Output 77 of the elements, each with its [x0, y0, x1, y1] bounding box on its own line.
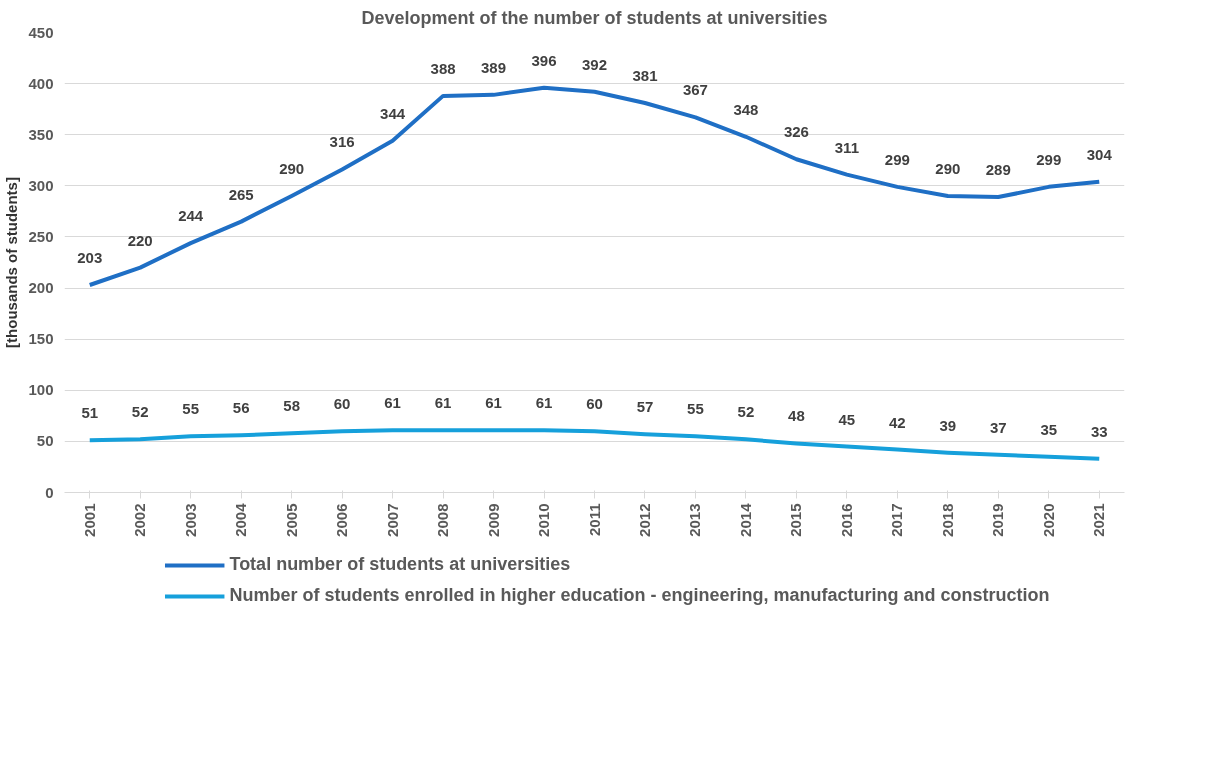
data-label: 48 [788, 407, 805, 425]
data-label: 348 [733, 100, 759, 118]
data-label: 45 [838, 410, 856, 428]
y-tick-label: 150 [28, 330, 54, 348]
data-label: 392 [581, 55, 608, 73]
x-tick-label: 2018 [938, 503, 956, 537]
y-tick-label: 50 [36, 432, 54, 450]
data-label: 265 [228, 185, 254, 203]
data-label: 39 [939, 416, 957, 434]
data-label: 389 [481, 58, 507, 76]
data-label: 344 [380, 104, 406, 122]
y-axis-title: [thousands of students] [3, 177, 21, 348]
data-label: 60 [586, 395, 603, 413]
y-tick-label: 350 [28, 125, 54, 143]
data-label: 33 [1090, 422, 1108, 440]
x-tick-label: 2016 [837, 503, 855, 537]
x-tick-label: 2007 [383, 503, 401, 537]
data-label: 396 [531, 51, 557, 69]
x-tick-label: 2014 [736, 502, 754, 537]
x-tick-label: 2005 [282, 503, 300, 537]
data-label: 326 [783, 123, 809, 141]
data-label: 316 [329, 133, 355, 151]
y-tick-label: 250 [28, 227, 54, 245]
x-tick-label: 2010 [535, 503, 553, 537]
y-tick-label: 0 [45, 483, 54, 501]
data-label: 220 [127, 231, 153, 249]
y-tick-label: 100 [28, 381, 54, 399]
data-label: 299 [1036, 150, 1062, 168]
legend-label: Number of students enrolled in higher education - engineering, manufacturing and construction [229, 585, 1050, 606]
x-tick-label: 2004 [232, 502, 250, 537]
data-label: 60 [333, 395, 351, 413]
data-label: 299 [884, 150, 910, 168]
x-tick-label: 2013 [686, 503, 704, 537]
x-tick-label: 2017 [888, 503, 906, 537]
chart-title: Development of the number of students at universities [361, 7, 828, 28]
data-label: 289 [985, 161, 1011, 179]
data-label: 61 [384, 394, 401, 412]
x-tick-label: 2002 [131, 503, 149, 537]
data-label: 311 [834, 138, 859, 156]
x-tick-label: 2020 [1039, 503, 1057, 537]
x-tick-label: 2015 [787, 503, 805, 537]
data-label: 244 [178, 207, 204, 225]
data-label: 367 [682, 81, 708, 99]
y-tick-label: 450 [28, 23, 54, 41]
data-label: 52 [131, 403, 149, 421]
data-label: 203 [77, 248, 103, 266]
data-label: 56 [232, 399, 250, 417]
data-label: 61 [434, 394, 452, 412]
x-tick-label: 2011 [585, 503, 603, 537]
data-label: 37 [989, 418, 1007, 436]
data-label: 42 [889, 413, 906, 431]
x-tick-label: 2006 [333, 503, 351, 537]
x-tick-label: 2012 [635, 503, 653, 537]
x-tick-label: 2021 [1090, 503, 1108, 537]
data-label: 57 [636, 398, 654, 416]
data-label: 290 [279, 160, 305, 178]
data-label: 55 [687, 400, 704, 418]
data-label: 304 [1086, 145, 1113, 163]
x-tick-label: 2019 [989, 503, 1007, 537]
data-label: 61 [485, 394, 502, 412]
data-label: 55 [182, 400, 200, 418]
data-label: 58 [283, 397, 300, 415]
legend-label: Total number of students at universities [229, 554, 571, 575]
data-label: 51 [81, 404, 99, 422]
y-tick-label: 300 [28, 176, 54, 194]
x-tick-label: 2003 [181, 503, 199, 537]
x-tick-label: 2001 [80, 503, 98, 537]
data-label: 35 [1040, 420, 1058, 438]
data-label: 388 [430, 59, 456, 77]
data-label: 52 [737, 403, 755, 421]
y-tick-label: 200 [28, 279, 54, 297]
y-tick-label: 400 [28, 74, 54, 92]
data-label: 61 [535, 394, 553, 412]
x-tick-label: 2008 [434, 503, 452, 537]
data-label: 290 [935, 160, 961, 178]
x-tick-label: 2009 [484, 503, 502, 537]
data-label: 381 [632, 67, 658, 85]
